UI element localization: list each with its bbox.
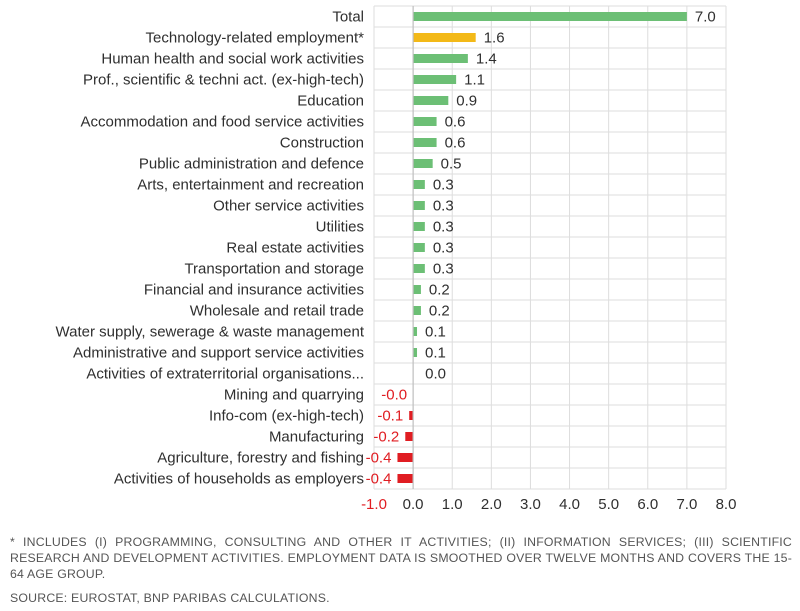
data-label: 0.3 [433,240,454,257]
bar [409,411,414,420]
bar [413,348,418,357]
category-label: Technology-related employment* [146,30,365,47]
data-label: 1.4 [476,51,497,68]
bar [413,75,457,84]
category-label: Administrative and support service activ… [73,345,364,362]
data-label: 1.6 [484,30,505,47]
bar [413,33,476,42]
category-label: Agriculture, forestry and fishing [157,450,364,467]
x-tick-label: 8.0 [716,496,737,513]
category-label: Activities of extraterritorial organisat… [86,366,364,383]
bars [397,12,687,483]
category-label: Real estate activities [226,240,364,257]
data-label: 0.3 [433,198,454,215]
category-label: Education [297,93,364,110]
category-label: Financial and insurance activities [144,282,364,299]
bar [397,453,414,462]
bar [397,474,414,483]
data-label: 7.0 [695,9,716,26]
category-label: Total [332,9,364,26]
category-label: Prof., scientific & techni act. (ex-high… [83,72,364,89]
data-label: 0.0 [425,366,446,383]
x-tick-label: -1.0 [361,496,387,513]
footnote-note: * Includes (i) programming, consulting a… [10,535,792,581]
category-label: Manufacturing [269,429,364,446]
data-label: 0.6 [445,114,466,131]
x-tick-label: 2.0 [481,496,502,513]
data-label: 0.1 [425,345,446,362]
bar [413,222,425,231]
bar [413,96,449,105]
bar [405,432,414,441]
footnote-source: Source: Eurostat, BNP Paribas calculatio… [10,591,330,605]
data-labels: 7.0 1.6 1.4 1.1 0.9 0.6 0.6 0.5 0.3 0.3 0.3 0.3 0.3 0… [366,9,716,488]
x-tick-label: 3.0 [520,496,541,513]
data-label: 0.1 [425,324,446,341]
data-label: -0.2 [373,429,399,446]
bar [413,264,425,273]
x-tick-label: 7.0 [676,496,697,513]
category-label: Arts, entertainment and recreation [137,177,364,194]
data-label: 0.3 [433,177,454,194]
category-label: Construction [280,135,364,152]
category-label: Human health and social work activities [101,51,364,68]
bar [413,138,437,147]
category-label: Utilities [316,219,364,236]
data-label: 0.5 [441,156,462,173]
bar [413,285,421,294]
data-label: 0.3 [433,219,454,236]
x-tick-label: 4.0 [559,496,580,513]
data-label: -0.0 [381,387,407,404]
category-label: Accommodation and food service activitie… [81,114,364,131]
x-tick-label: 1.0 [442,496,463,513]
category-label: Other service activities [213,198,364,215]
data-label: 0.2 [429,282,450,299]
bar [413,117,437,126]
gridlines [373,5,727,490]
category-label: Water supply, sewerage & waste managemen… [56,324,365,341]
bar [413,243,425,252]
data-label: 0.9 [456,93,477,110]
data-label: -0.1 [377,408,403,425]
category-label: Info-com (ex-high-tech) [209,408,364,425]
data-label: 1.1 [464,72,485,89]
category-label: Mining and quarrying [224,387,364,404]
data-label: -0.4 [366,450,392,467]
x-tick-label: 0.0 [403,496,424,513]
category-labels: Total Technology-related employment* Human… [56,9,365,488]
x-axis-ticks: -1.0 0.0 1.0 2.0 3.0 4.0 5.0 6.0 7.0 8.0 [361,496,736,513]
bar [413,54,468,63]
bar [413,180,425,189]
category-label: Wholesale and retail trade [190,303,364,320]
bar [413,12,687,21]
bar [413,327,418,336]
category-label: Public administration and defence [139,156,364,173]
data-label: 0.3 [433,261,454,278]
x-tick-label: 5.0 [598,496,619,513]
x-tick-label: 6.0 [637,496,658,513]
bar [413,159,433,168]
data-label: 0.2 [429,303,450,320]
bar [413,201,425,210]
data-label: -0.4 [366,471,392,488]
category-label: Transportation and storage [184,261,364,278]
category-label: Activities of households as employers [114,471,364,488]
bar [413,306,421,315]
data-label: 0.6 [445,135,466,152]
